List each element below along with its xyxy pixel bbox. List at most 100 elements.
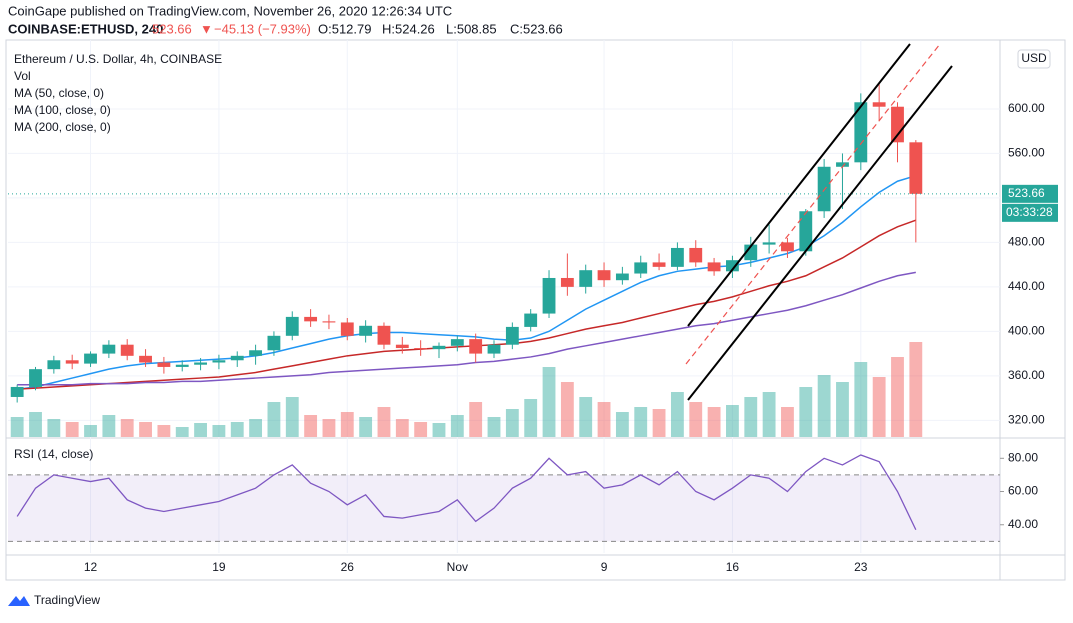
candle-body: [689, 247, 703, 263]
volume-bar: [670, 392, 684, 437]
volume-bar: [836, 382, 849, 437]
price: 523.66: [152, 21, 192, 36]
y-tick-label: 560.00: [1008, 146, 1045, 160]
volume-bar: [634, 407, 648, 437]
countdown-box: [1002, 203, 1058, 222]
volume-bar: [817, 375, 831, 437]
x-tick-label: 19: [212, 560, 226, 574]
channel-lower: [687, 65, 953, 401]
candle-body: [120, 344, 134, 356]
arrow: ▼: [200, 21, 213, 36]
channel-mid: [685, 43, 941, 365]
frame: [5, 39, 1066, 581]
volume-bar: [139, 422, 152, 437]
volume-bar: [762, 392, 776, 437]
candle-body: [267, 335, 281, 351]
logo-icon: [8, 596, 30, 606]
volume-bar: [414, 422, 428, 437]
volume-bar: [450, 415, 464, 437]
volume-bar: [212, 425, 226, 437]
volume-bar: [579, 397, 593, 437]
legend-entry: MA (50, close, 0): [14, 86, 104, 100]
publish-line: CoinGape published on TradingView.com, N…: [8, 3, 452, 18]
change: −45.13 (−7.93%): [214, 21, 311, 36]
rsi-title: RSI (14, close): [14, 447, 93, 461]
candle-body: [854, 102, 868, 163]
x-tick-label: 26: [341, 560, 355, 574]
volume-bar: [891, 357, 904, 437]
candle-body: [781, 242, 794, 252]
legend-entry: MA (100, close, 0): [14, 103, 111, 117]
logo[interactable]: TradingView: [8, 593, 100, 607]
candle-body: [505, 326, 519, 345]
volume-bar: [469, 402, 483, 437]
candle-body: [10, 386, 24, 397]
candle-body: [634, 262, 648, 274]
last-price-box: [1002, 184, 1058, 203]
currency-box[interactable]: [1017, 49, 1051, 69]
volume-bar: [652, 409, 666, 437]
candle-body: [615, 273, 629, 281]
candle-body: [84, 353, 97, 364]
volume-bar: [909, 342, 923, 437]
candle-body: [450, 339, 464, 346]
candle-body: [414, 348, 428, 350]
candle-body: [799, 211, 813, 252]
close: C:523.66: [510, 21, 563, 36]
volume-bar: [304, 415, 318, 437]
candle-body: [707, 262, 721, 272]
candle-body: [395, 344, 409, 349]
candle-body: [670, 247, 684, 267]
volume-bar: [542, 367, 556, 437]
candle-body: [744, 244, 758, 261]
volume-bar: [524, 399, 538, 437]
candle-body: [597, 270, 611, 281]
volume-bar: [322, 419, 336, 437]
candle-body: [432, 345, 446, 350]
volume-bar: [194, 423, 207, 437]
candle-body: [469, 339, 483, 354]
candle-body: [524, 313, 538, 327]
candle-body: [652, 262, 666, 267]
candle-body: [212, 360, 226, 363]
volume-bar: [267, 402, 281, 437]
y-tick-label: 360.00: [1008, 368, 1045, 382]
candle-body: [542, 277, 556, 314]
volume-bar: [102, 415, 116, 437]
ma-line: [17, 271, 916, 386]
volume-bar: [781, 407, 794, 437]
x-tick-label: 23: [854, 560, 868, 574]
candle-body: [377, 325, 391, 345]
countdown: 03:33:28: [1006, 205, 1053, 219]
last-price-label: 523.66: [1008, 186, 1045, 200]
candle-body: [139, 355, 152, 363]
ma-line: [17, 219, 917, 390]
candle-body: [285, 316, 299, 336]
volume-bar: [10, 417, 24, 437]
y-tick-label: 60.00: [1008, 484, 1038, 498]
candle-body: [102, 344, 116, 354]
volume-bar: [487, 417, 501, 437]
volume-bar: [340, 412, 354, 437]
trend-channel: [685, 43, 953, 401]
candle-body: [579, 270, 593, 287]
candle-body: [836, 162, 849, 167]
y-tick-label: 440.00: [1008, 279, 1045, 293]
candle-body: [487, 344, 501, 354]
volume-bar: [157, 425, 171, 437]
candle-body: [726, 260, 739, 272]
volume-bar: [854, 362, 868, 437]
candle-body: [249, 350, 263, 356]
candle-body: [340, 322, 354, 336]
volume-bar: [120, 419, 134, 437]
volume-bar: [799, 387, 813, 437]
y-tick-label: 40.00: [1008, 517, 1038, 531]
x-tick-label: 16: [726, 560, 740, 574]
volume-bar: [47, 419, 61, 437]
volume-bar: [432, 423, 446, 437]
candle-body: [762, 242, 776, 245]
candle-body: [560, 277, 574, 287]
volume-bar: [84, 425, 97, 437]
volume-bar: [395, 419, 409, 437]
